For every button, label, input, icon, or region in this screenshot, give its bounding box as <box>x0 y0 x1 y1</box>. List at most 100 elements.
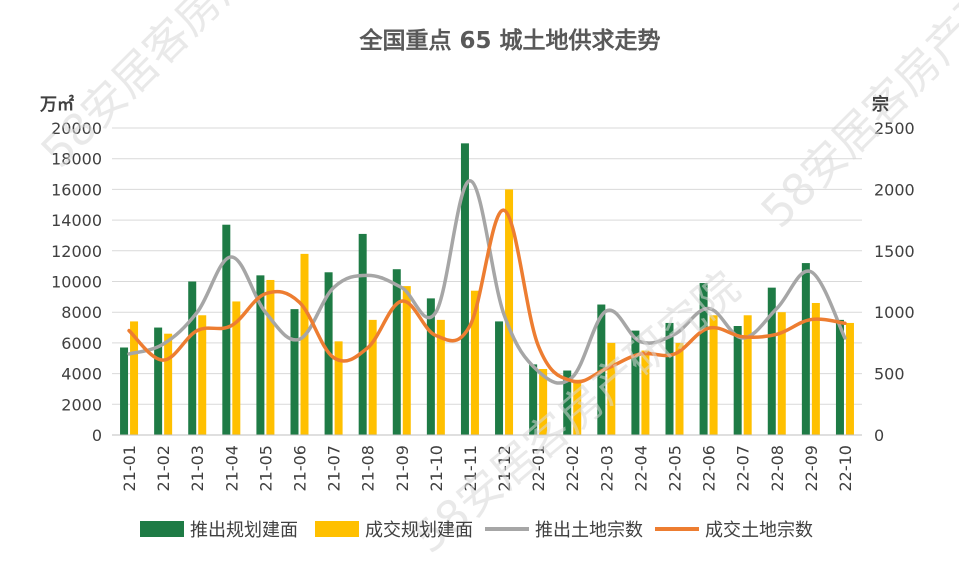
bar-deal-area <box>198 315 207 435</box>
bar-supply-area <box>733 326 742 435</box>
x-tick-label: 21-10 <box>427 445 446 492</box>
y-left-tick-label: 20000 <box>51 119 102 138</box>
y-left-tick-label: 16000 <box>51 180 102 199</box>
bar-deal-area <box>300 253 309 435</box>
legend-swatch <box>140 521 184 537</box>
bar-deal-area <box>743 315 752 435</box>
bar-deal-area <box>266 279 275 435</box>
x-tick-label: 22-08 <box>768 445 787 492</box>
x-tick-label: 21-11 <box>461 445 480 492</box>
bar-deal-area <box>607 342 616 435</box>
bars <box>120 143 854 435</box>
bar-deal-area <box>539 368 548 435</box>
bar-deal-area <box>436 319 445 435</box>
line-supply-count <box>127 179 847 385</box>
bar-supply-area <box>222 224 231 435</box>
bar-supply-area <box>290 309 299 435</box>
bar-deal-area <box>811 302 820 435</box>
bar-supply-area <box>495 321 504 435</box>
bar-supply-area <box>256 275 265 435</box>
x-tick-label: 21-04 <box>222 445 241 492</box>
y-right-tick-label: 0 <box>874 426 884 445</box>
bar-supply-area <box>699 283 708 435</box>
x-tick-label: 22-07 <box>734 445 753 492</box>
bar-supply-area <box>392 269 401 435</box>
legend-label: 推出土地宗数 <box>535 520 643 541</box>
line-deal-count <box>127 208 847 384</box>
x-tick-label: 22-02 <box>563 445 582 492</box>
y-right-tick-label: 2000 <box>874 180 915 199</box>
y-left-tick-label: 4000 <box>61 365 102 384</box>
bar-supply-area <box>665 322 674 435</box>
x-tick-label: 21-08 <box>359 445 378 492</box>
x-tick-label: 21-05 <box>256 445 275 492</box>
y-left-tick-label: 8000 <box>61 303 102 322</box>
x-tick-label: 22-09 <box>802 445 821 492</box>
chart-title: 全国重点 65 城土地供求走势 <box>358 27 660 54</box>
x-tick-label: 22-03 <box>597 445 616 492</box>
x-tick-label: 21-01 <box>120 445 139 492</box>
x-tick-label: 21-03 <box>188 445 207 492</box>
x-tick-label: 22-10 <box>836 445 855 492</box>
x-tick-label: 22-05 <box>666 445 685 492</box>
y-right-unit: 宗 <box>872 94 889 115</box>
axes: 0200040006000800010000120001400016000180… <box>51 119 915 492</box>
bar-supply-area <box>767 287 776 435</box>
legend-label: 推出规划建面 <box>190 520 298 541</box>
y-left-tick-label: 12000 <box>51 242 102 261</box>
legend-label: 成交规划建面 <box>365 520 473 541</box>
x-tick-label: 22-06 <box>700 445 719 492</box>
x-tick-label: 22-04 <box>631 445 650 492</box>
bar-deal-area <box>641 350 650 435</box>
y-left-tick-label: 2000 <box>61 395 102 414</box>
y-left-tick-label: 0 <box>92 426 102 445</box>
y-left-tick-label: 14000 <box>51 211 102 230</box>
bar-deal-area <box>675 342 684 435</box>
bar-supply-area <box>563 370 572 435</box>
y-left-tick-label: 18000 <box>51 150 102 169</box>
bar-deal-area <box>334 341 343 435</box>
bar-supply-area <box>801 263 810 435</box>
bar-deal-area <box>505 189 514 435</box>
bar-supply-area <box>154 327 163 435</box>
bar-supply-area <box>835 319 844 435</box>
bar-supply-area <box>529 364 538 435</box>
bar-deal-area <box>709 315 718 435</box>
bar-deal-area <box>402 286 411 435</box>
x-tick-label: 21-12 <box>495 445 514 492</box>
bar-deal-area <box>232 301 241 435</box>
x-tick-label: 22-01 <box>529 445 548 492</box>
bar-supply-area <box>460 143 469 435</box>
y-right-tick-label: 1500 <box>874 242 915 261</box>
bar-supply-area <box>426 298 435 435</box>
y-left-tick-label: 10000 <box>51 273 102 292</box>
bar-supply-area <box>188 281 197 435</box>
legend: 推出规划建面 成交规划建面 推出土地宗数 成交土地宗数 <box>140 520 813 541</box>
lines <box>127 179 847 385</box>
y-right-tick-label: 500 <box>874 365 905 384</box>
bar-deal-area <box>368 319 377 435</box>
bar-deal-area <box>130 321 139 435</box>
x-tick-label: 21-02 <box>154 445 173 492</box>
bar-supply-area <box>358 233 367 435</box>
watermark-text: 58安居客房产研究院 <box>752 0 959 238</box>
legend-label: 成交土地宗数 <box>705 520 813 541</box>
bar-deal-area <box>845 322 854 435</box>
legend-swatch <box>315 521 359 537</box>
bar-deal-area <box>777 312 786 435</box>
x-tick-label: 21-07 <box>325 445 344 492</box>
y-right-tick-label: 1000 <box>874 303 915 322</box>
x-tick-label: 21-09 <box>393 445 412 492</box>
watermark-text: 58安居客房产研究院 <box>32 0 357 178</box>
y-right-tick-label: 2500 <box>874 119 915 138</box>
y-left-unit: 万㎡ <box>39 94 74 115</box>
bar-supply-area <box>120 347 129 435</box>
bar-deal-area <box>164 333 173 435</box>
bar-deal-area <box>470 290 479 435</box>
watermark-text: 58安居客房产研究院 <box>404 262 749 561</box>
bar-deal-area <box>573 379 582 435</box>
bar-supply-area <box>631 330 640 435</box>
x-tick-label: 21-06 <box>291 445 310 492</box>
